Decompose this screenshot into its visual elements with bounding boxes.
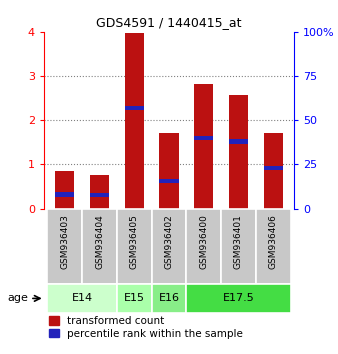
Bar — [221, 209, 256, 284]
Text: age: age — [7, 293, 28, 303]
Bar — [264, 166, 283, 170]
Text: GSM936403: GSM936403 — [60, 214, 69, 269]
Text: GSM936400: GSM936400 — [199, 214, 208, 269]
Bar — [152, 284, 186, 313]
Bar — [229, 95, 248, 209]
Bar — [160, 133, 178, 209]
Bar — [117, 209, 152, 284]
Bar — [125, 33, 144, 209]
Bar — [229, 139, 248, 144]
Bar — [117, 284, 152, 313]
Text: GSM936405: GSM936405 — [130, 214, 139, 269]
Bar — [194, 84, 213, 209]
Bar — [55, 171, 74, 209]
Text: E14: E14 — [72, 293, 93, 303]
Bar — [47, 284, 117, 313]
Bar — [152, 209, 186, 284]
Bar — [256, 209, 291, 284]
Bar — [194, 136, 213, 140]
Bar — [264, 133, 283, 209]
Bar — [55, 192, 74, 196]
Bar — [47, 209, 82, 284]
Text: E16: E16 — [159, 293, 179, 303]
Bar — [90, 193, 109, 198]
Text: GSM936406: GSM936406 — [269, 214, 278, 269]
Bar — [186, 284, 291, 313]
Text: GSM936401: GSM936401 — [234, 214, 243, 269]
Bar — [90, 175, 109, 209]
Bar — [186, 209, 221, 284]
Text: GSM936404: GSM936404 — [95, 214, 104, 269]
Text: E15: E15 — [124, 293, 145, 303]
Bar — [160, 179, 178, 183]
Text: E17.5: E17.5 — [223, 293, 255, 303]
Text: GSM936402: GSM936402 — [165, 214, 173, 269]
Bar — [125, 105, 144, 110]
Title: GDS4591 / 1440415_at: GDS4591 / 1440415_at — [96, 16, 242, 29]
Legend: transformed count, percentile rank within the sample: transformed count, percentile rank withi… — [49, 316, 243, 338]
Bar — [82, 209, 117, 284]
